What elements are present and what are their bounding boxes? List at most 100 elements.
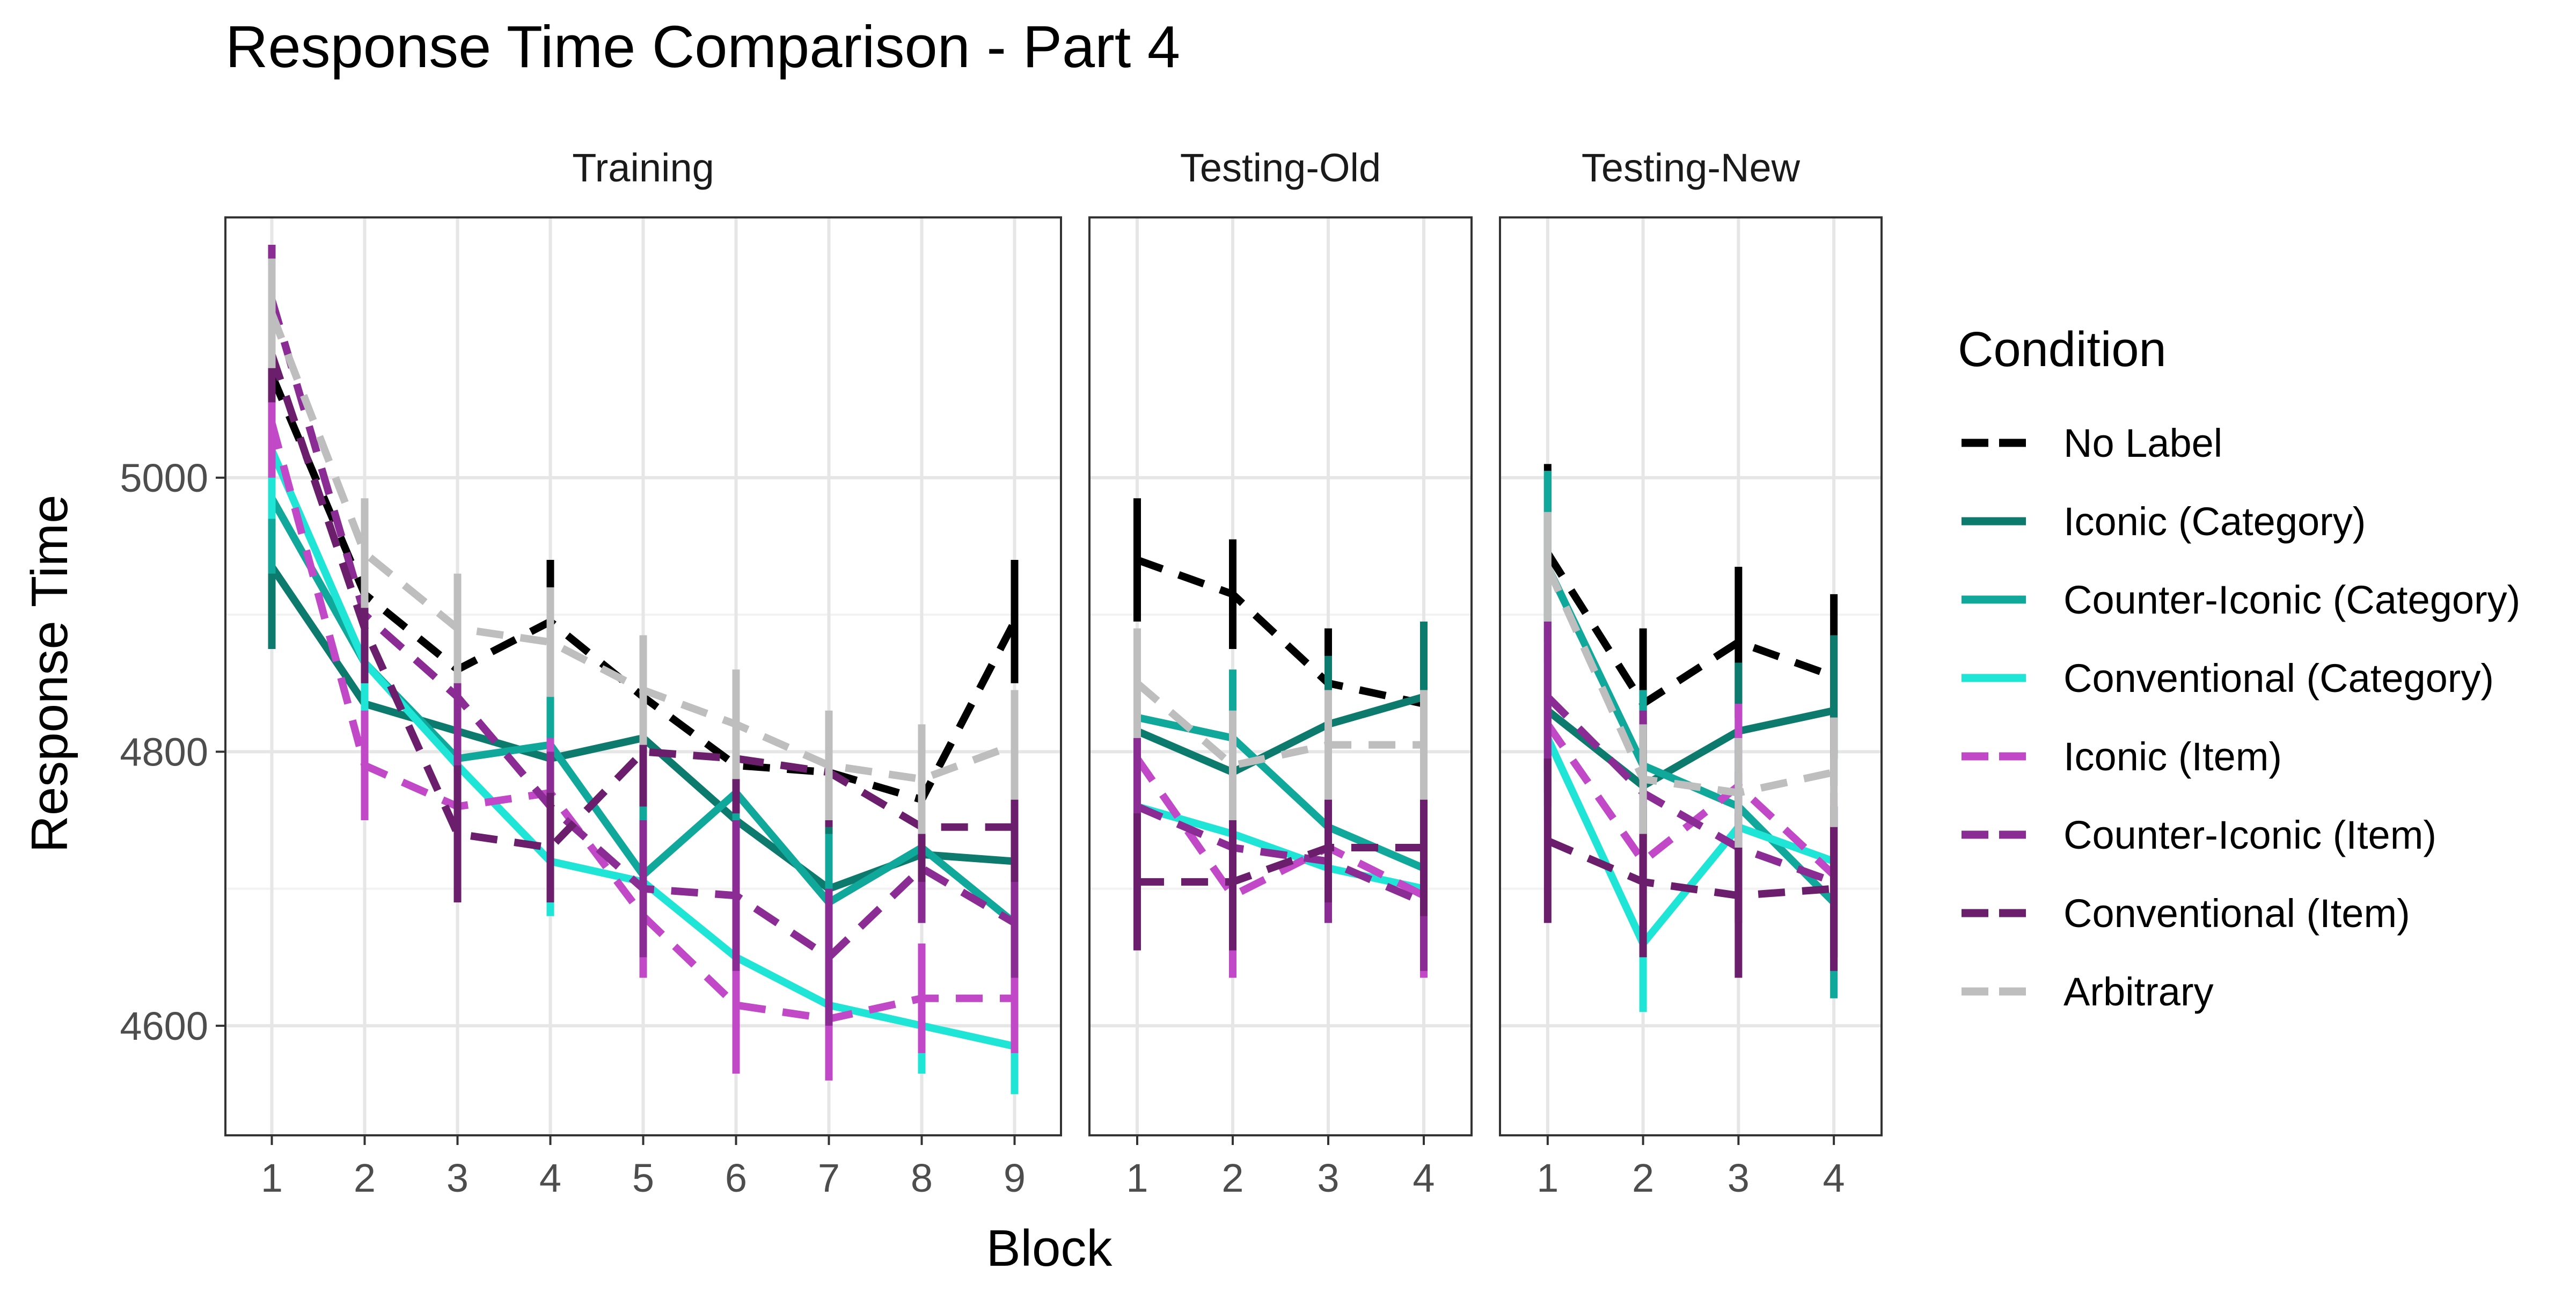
data-point [1137, 559, 1138, 560]
data-point [643, 690, 644, 691]
legend-item-conventional-item: Conventional (Item) [1962, 891, 2410, 936]
data-point [1833, 888, 1834, 889]
series-line [1544, 565, 1835, 797]
series-line [1135, 680, 1424, 769]
legend-item-arbitrary: Arbitrary [1962, 969, 2214, 1014]
data-point [1547, 566, 1548, 567]
data-point [829, 765, 830, 766]
legend-label: Counter-Iconic (Category) [2063, 578, 2520, 622]
x-tick-label: 4 [1823, 1156, 1845, 1200]
x-tick-label: 5 [632, 1156, 654, 1200]
legend-title: Condition [1958, 322, 2167, 377]
legend-item-iconic-item: Iconic (Item) [1962, 734, 2282, 779]
data-point [1137, 683, 1138, 684]
x-tick-label: 1 [1126, 1156, 1148, 1200]
legend-items: No Label Iconic (Category) Counter-Iconic … [1962, 421, 2520, 1014]
series-line [268, 312, 1016, 783]
data-point [1328, 745, 1329, 746]
data-point [1738, 792, 1739, 793]
data-point [1547, 840, 1548, 841]
x-tick-label: 2 [1632, 1156, 1654, 1200]
legend-item-no-label: No Label [1962, 421, 2222, 465]
data-point [1833, 710, 1834, 711]
x-tick-label: 6 [725, 1156, 747, 1200]
data-point [1137, 881, 1138, 882]
data-point [272, 313, 273, 314]
data-point [1232, 881, 1233, 882]
series-arbitrary-testing-old [1133, 628, 1428, 820]
panel-title-training: Training [572, 145, 714, 190]
legend-item-counter-iconic-item: Counter-Iconic (Item) [1962, 813, 2436, 857]
series-line [1137, 844, 1424, 886]
data-point [1833, 772, 1834, 773]
data-point [364, 628, 365, 629]
x-tick-label: 2 [354, 1156, 376, 1200]
x-tick-label: 3 [447, 1156, 469, 1200]
x-tick-label: 2 [1221, 1156, 1243, 1200]
series-line [1544, 551, 1835, 708]
series-line [1136, 556, 1425, 708]
panel-title-testing-new: Testing-New [1582, 145, 1801, 190]
panel-training: Training 1 2 3 4 5 6 7 8 9 4600 4800 5000 [120, 145, 1062, 1200]
panel-border [1088, 216, 1473, 1136]
x-tick-label: 9 [1004, 1156, 1026, 1200]
legend-label: Iconic (Category) [2063, 499, 2366, 544]
x-tick-label: 7 [818, 1156, 840, 1200]
series-line [268, 353, 1015, 852]
data-point [1137, 806, 1138, 807]
x-tick-label: 4 [1413, 1156, 1435, 1200]
x-tick-label: 1 [261, 1156, 283, 1200]
x-tick-label: 8 [911, 1156, 933, 1200]
data-point [921, 998, 923, 999]
y-tick-label: 4800 [120, 730, 208, 774]
legend-label: Conventional (Category) [2063, 656, 2494, 701]
data-point [1014, 827, 1015, 828]
data-point [1643, 778, 1644, 779]
data-point [1547, 696, 1548, 697]
series-line [1136, 803, 1425, 906]
legend-label: Iconic (Item) [2063, 734, 2282, 779]
series-arbitrary-training [268, 258, 1019, 834]
data-point [829, 957, 830, 958]
data-point [550, 641, 551, 643]
series-line [268, 298, 1017, 961]
data-point [1738, 895, 1739, 896]
data-point [643, 751, 644, 752]
data-point [1014, 621, 1015, 622]
y-tick-label: 4600 [120, 1004, 208, 1048]
legend-label: No Label [2063, 421, 2222, 465]
data-point [1643, 881, 1644, 882]
series-line [1136, 693, 1425, 776]
data-point [457, 834, 458, 835]
legend: Condition No Label Iconic (Category) Count… [1958, 322, 2520, 1014]
panel-title-testing-old: Testing-Old [1180, 145, 1381, 190]
series-arbitrary-testing-new [1543, 512, 1838, 848]
x-tick-label: 4 [539, 1156, 561, 1200]
data-point [1014, 922, 1015, 923]
data-point [736, 1005, 737, 1006]
series-line [1134, 756, 1426, 900]
series-line [1546, 837, 1834, 900]
data-point [1328, 847, 1329, 848]
data-point [457, 696, 458, 697]
series-conventional-item-testing-old [1133, 779, 1428, 951]
legend-label: Arbitrary [2063, 969, 2214, 1014]
data-point [1232, 765, 1233, 766]
panels: Training 1 2 3 4 5 6 7 8 9 4600 4800 5000 Testing-Old… [120, 145, 1883, 1200]
panel-testing-old: Testing-Old 1 2 3 4 [1088, 145, 1473, 1200]
x-axis-label: Block [986, 1220, 1113, 1277]
x-tick-label: 1 [1536, 1156, 1558, 1200]
data-point [1738, 641, 1739, 643]
data-point [550, 847, 551, 848]
data-point [736, 724, 737, 725]
data-point [1014, 998, 1015, 999]
legend-item-iconic-category: Iconic (Category) [1962, 499, 2366, 544]
y-tick-label: 5000 [120, 456, 208, 500]
data-point [736, 895, 737, 896]
legend-label: Conventional (Item) [2063, 891, 2410, 936]
data-point [1232, 594, 1233, 595]
chart-title: Response Time Comparison - Part 4 [225, 14, 1180, 80]
panel-border [1499, 216, 1883, 1136]
